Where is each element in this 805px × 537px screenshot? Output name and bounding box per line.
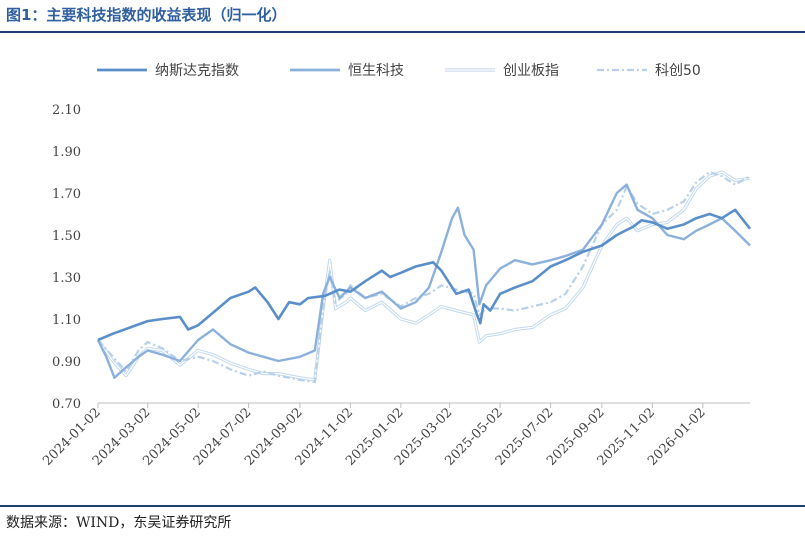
y-tick-label: 1.70 [52,187,81,202]
chart-title: 图1：主要科技指数的收益表现（归一化） [6,6,287,24]
series-lines [96,170,752,384]
y-tick-label: 1.10 [52,313,81,328]
y-tick-label: 0.70 [52,397,81,412]
source-note: 数据来源：WIND，东吴证券研究所 [6,515,232,531]
series-line-2 [96,170,751,382]
series-line-2-inner [97,171,751,381]
legend-label-1: 恒生科技 [348,63,404,79]
bottom-rule [0,505,805,507]
legend-label-2: 创业板指 [503,63,559,79]
series-line-0 [97,208,752,342]
y-axis: 0.70 0.90 1.10 1.30 1.50 1.70 1.90 2.10 [52,103,81,412]
x-axis: 2024-01-022024-03-022024-05-022024-07-02… [40,403,709,469]
top-rule [0,31,805,33]
y-tick-label: 1.30 [52,271,81,286]
legend-label-3: 科创50 [655,63,701,79]
y-tick-label: 1.90 [52,145,81,160]
legend-label-0: 纳斯达克指数 [155,63,239,79]
y-tick-label: 0.90 [52,355,81,370]
y-tick-label: 1.50 [52,229,81,244]
series-line-1 [96,183,751,379]
y-tick-label: 2.10 [52,103,81,118]
legend: 纳斯达克指数 恒生科技 创业板指 科创50 [97,63,701,79]
